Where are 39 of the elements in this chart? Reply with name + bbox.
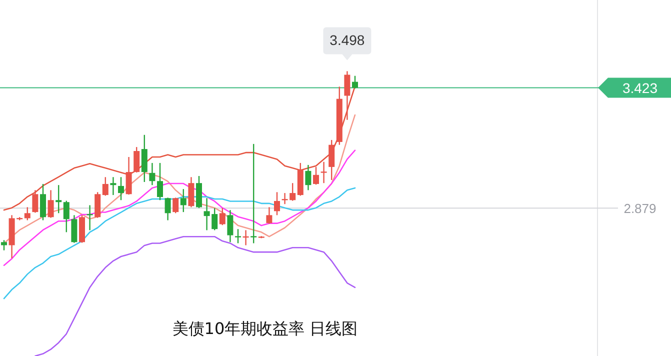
candlestick	[32, 190, 38, 214]
candlestick	[48, 190, 54, 218]
candlestick	[313, 166, 319, 186]
candlestick	[266, 206, 272, 224]
candlestick	[118, 176, 124, 201]
annotation: 3.498	[330, 32, 365, 48]
candlestick	[24, 206, 30, 221]
candlestick	[63, 200, 70, 233]
candlestick	[212, 207, 218, 231]
candlestick	[40, 183, 46, 221]
candlestick	[149, 162, 156, 186]
candlestick	[328, 139, 335, 181]
candlestick	[227, 209, 234, 243]
candlestick	[126, 156, 132, 196]
candlestick	[110, 176, 116, 196]
candlestick	[305, 164, 312, 191]
title: 美债10年期收益率 日线图	[172, 319, 358, 338]
candlestick	[56, 184, 62, 214]
candlestick	[204, 198, 210, 231]
candlestick	[320, 161, 327, 184]
candlestick	[274, 192, 280, 216]
ytick-label: 3.423	[622, 80, 658, 96]
candlestick	[141, 134, 148, 183]
candlestick	[188, 176, 194, 208]
candlestick	[102, 176, 108, 196]
candlestick	[235, 228, 241, 244]
annotation: 3.498	[323, 27, 372, 60]
candlestick	[1, 240, 7, 251]
candlestick	[71, 214, 78, 244]
candlestick	[134, 146, 140, 174]
candlestick	[164, 197, 171, 221]
candlestick	[157, 162, 163, 201]
candlestick	[352, 75, 358, 90]
candlestick	[219, 207, 226, 226]
ytick-label: 2.879	[624, 201, 656, 216]
candlestick	[180, 188, 186, 213]
candlestick	[344, 70, 350, 120]
candlestick	[290, 182, 296, 202]
candlestick	[250, 143, 257, 244]
